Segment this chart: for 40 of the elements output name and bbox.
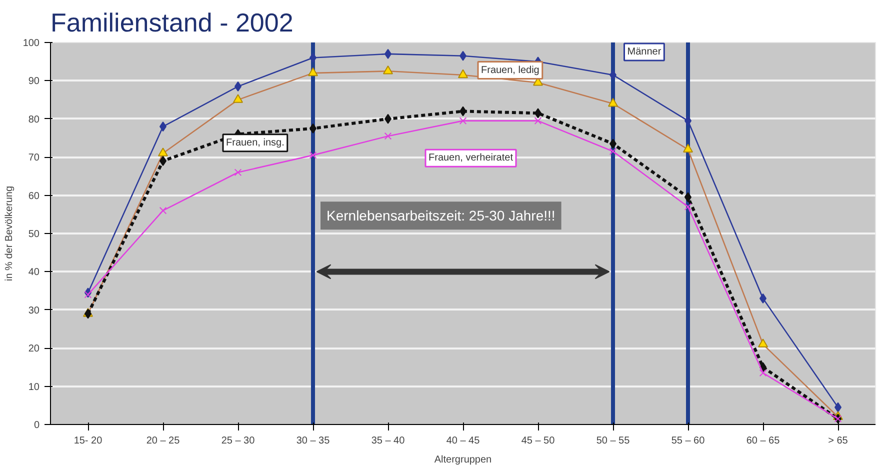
- y-tick-label: 20: [28, 344, 40, 355]
- annotation: Kernlebensarbeitszeit: 25-30 Jahre!!!: [326, 208, 556, 224]
- x-tick-label: 50 – 55: [596, 436, 630, 446]
- point: [234, 168, 242, 176]
- x-tick-label: 60 – 65: [746, 436, 780, 446]
- y-tick-label: 30: [28, 305, 40, 316]
- chart-title: Familienstand - 2002: [50, 8, 294, 38]
- x-tick-label: 25 – 30: [221, 436, 256, 446]
- y-tick-label: 60: [28, 190, 40, 202]
- point: [459, 117, 467, 124]
- series-label: Frauen, insg.: [226, 137, 284, 148]
- y-tick-label: 70: [28, 152, 40, 164]
- series-label: Männer: [627, 46, 662, 58]
- point: [609, 148, 617, 156]
- x-tick-label: 40 – 45: [446, 436, 480, 446]
- x-tick-label: 15- 20: [74, 436, 103, 446]
- y-tick-label: 50: [28, 229, 40, 240]
- point: [384, 132, 392, 140]
- y-tick-label: 90: [28, 76, 40, 88]
- y-axis-title: in % der Bevölkerung: [4, 186, 15, 282]
- point: [159, 206, 167, 214]
- point: [534, 117, 542, 124]
- x-tick-label: 30 – 35: [296, 436, 330, 446]
- y-tick-label: 40: [28, 267, 40, 278]
- x-tick-label: > 65: [828, 436, 848, 446]
- point: [84, 290, 92, 298]
- series-label: Frauen, ledig: [481, 64, 540, 76]
- y-tick-label: 10: [28, 382, 40, 393]
- text: Frauen, verheiratet: [428, 152, 514, 164]
- y-tick-label: 0: [34, 420, 40, 431]
- point: [309, 152, 317, 159]
- x-axis-title: Altergruppen: [434, 454, 492, 466]
- x-tick-label: 20 – 25: [146, 436, 180, 446]
- x-tick-label: 55 – 60: [671, 436, 706, 446]
- point: [759, 369, 767, 377]
- x-tick-label: 35 – 40: [371, 436, 406, 446]
- y-tick-label: 80: [28, 114, 40, 126]
- y-tick-label: 100: [22, 38, 40, 49]
- point: [684, 203, 692, 210]
- x-tick-label: 45 – 50: [521, 436, 556, 446]
